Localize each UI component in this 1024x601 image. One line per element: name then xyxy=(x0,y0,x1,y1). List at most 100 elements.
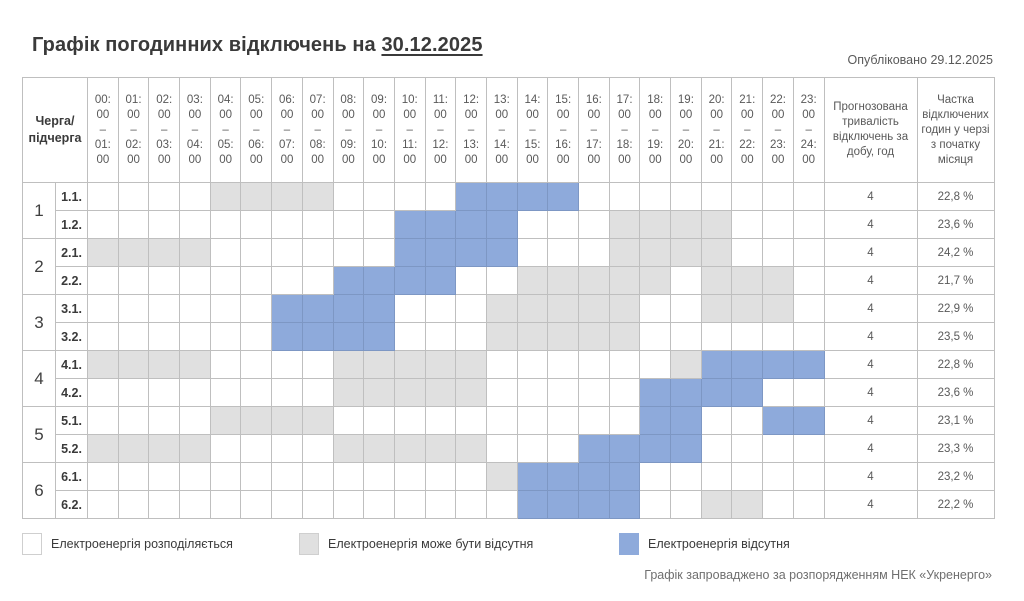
hour-cell-power-maybe-off xyxy=(363,378,395,407)
published-date: Опубліковано 29.12.2025 xyxy=(847,53,993,67)
hour-cell-power-maybe-off xyxy=(363,434,395,463)
hour-cell-power-on xyxy=(271,462,303,491)
table-row: 1.2. 4 23,6 % xyxy=(23,210,995,239)
hour-cell-power-maybe-off xyxy=(608,266,641,295)
hour-cell-power-off xyxy=(516,490,549,519)
hour-cell-power-off xyxy=(762,406,794,435)
hour-column-header: 20: 00 – 21: 00 xyxy=(700,77,733,183)
hour-cell-power-maybe-off xyxy=(731,294,764,323)
hour-cell-power-off xyxy=(639,406,672,435)
hour-cell-power-on xyxy=(209,434,242,463)
hour-cell-power-on xyxy=(117,210,150,239)
hour-cell-power-on xyxy=(240,490,273,519)
hour-dash: – xyxy=(498,123,505,136)
hour-column-header: 02: 00 – 03: 00 xyxy=(148,77,181,183)
hour-cell-power-on xyxy=(179,490,211,519)
title-date: 30.12.2025 xyxy=(381,34,483,56)
hour-cell-power-off xyxy=(455,182,487,211)
hour-cell-power-on xyxy=(455,406,487,435)
hour-cell-power-on xyxy=(117,462,150,491)
hour-to: 17: 00 xyxy=(585,138,602,166)
hour-cell-power-off xyxy=(332,294,365,323)
hour-cell-power-on xyxy=(516,350,549,379)
hour-cell-power-on xyxy=(209,210,242,239)
hour-from: 13: 00 xyxy=(493,93,510,121)
hour-cell-power-maybe-off xyxy=(670,210,702,239)
subqueue-label: 3.2. xyxy=(55,322,88,351)
hour-cell-power-on xyxy=(117,182,150,211)
hour-cell-power-on xyxy=(209,462,242,491)
hour-column-header: 21: 00 – 22: 00 xyxy=(731,77,764,183)
hour-cell-power-on xyxy=(424,462,457,491)
hour-cell-power-on xyxy=(301,238,334,267)
hour-cell-power-on xyxy=(332,182,365,211)
hour-cell-power-off xyxy=(578,462,610,491)
hour-cell-power-on xyxy=(363,490,395,519)
hour-cell-power-off xyxy=(578,434,610,463)
duration-value: 4 xyxy=(823,210,918,239)
hour-cell-power-maybe-off xyxy=(762,266,794,295)
hour-cell-power-maybe-off xyxy=(608,210,641,239)
subqueue-label: 4.1. xyxy=(55,350,88,379)
hour-cell-power-on xyxy=(792,434,825,463)
hour-cell-power-off xyxy=(485,182,518,211)
hour-cell-power-on xyxy=(485,406,518,435)
hour-cell-power-on xyxy=(117,322,150,351)
hour-cell-power-on xyxy=(792,210,825,239)
hour-cell-power-on xyxy=(87,266,119,295)
hour-cell-power-on xyxy=(87,182,119,211)
hour-cell-power-maybe-off xyxy=(117,350,150,379)
hour-cell-power-on xyxy=(485,378,518,407)
hour-cell-power-on xyxy=(363,238,395,267)
hour-cell-power-on xyxy=(485,490,518,519)
hour-cell-power-off xyxy=(578,490,610,519)
share-value: 22,2 % xyxy=(916,490,995,519)
hour-to: 15: 00 xyxy=(524,138,541,166)
hour-dash: – xyxy=(130,123,137,136)
hour-cell-power-on xyxy=(455,294,487,323)
hour-cell-power-on xyxy=(762,434,794,463)
hour-cell-power-on xyxy=(424,294,457,323)
hour-cell-power-on xyxy=(271,378,303,407)
table-row: 3.2. 4 23,5 % xyxy=(23,322,995,351)
hour-cell-power-off xyxy=(363,266,395,295)
hour-cell-power-maybe-off xyxy=(424,434,457,463)
hour-cell-power-on xyxy=(731,238,764,267)
page-title: Графік погодинних відключень на 30.12.20… xyxy=(32,34,483,57)
hour-to: 09: 00 xyxy=(340,138,357,166)
hour-cell-power-on xyxy=(578,406,610,435)
hour-cell-power-on xyxy=(240,210,273,239)
table-row: 6.2. 4 22,2 % xyxy=(23,490,995,519)
hour-cell-power-off xyxy=(516,182,549,211)
hour-cell-power-on xyxy=(455,322,487,351)
hour-cell-power-on xyxy=(792,294,825,323)
hour-dash: – xyxy=(253,123,260,136)
hour-column-header: 23: 00 – 24: 00 xyxy=(792,77,825,183)
hour-cell-power-on xyxy=(670,322,702,351)
subqueue-label: 5.1. xyxy=(55,406,88,435)
hour-cell-power-maybe-off xyxy=(179,434,211,463)
hour-from: 11: 00 xyxy=(432,93,448,121)
subqueue-label: 4.2. xyxy=(55,378,88,407)
hour-to: 10: 00 xyxy=(371,138,388,166)
hour-cell-power-on xyxy=(240,294,273,323)
hour-dash: – xyxy=(621,123,628,136)
hour-cell-power-maybe-off xyxy=(148,434,181,463)
hour-to: 19: 00 xyxy=(647,138,664,166)
hour-cell-power-off xyxy=(363,294,395,323)
hour-cell-power-on xyxy=(516,378,549,407)
subqueue-label: 1.1. xyxy=(55,182,88,211)
hour-cell-power-on xyxy=(393,294,426,323)
share-value: 23,6 % xyxy=(916,378,995,407)
hour-cell-power-off xyxy=(332,266,365,295)
footer-note: Графік запроваджено за розпорядженням НЕ… xyxy=(644,568,992,582)
queue-number: 1 xyxy=(22,182,56,239)
hour-dash: – xyxy=(375,123,383,136)
duration-value: 4 xyxy=(823,238,918,267)
hour-dash: – xyxy=(805,123,812,136)
hour-cell-power-on xyxy=(762,322,794,351)
hour-from: 08: 00 xyxy=(340,93,357,121)
hour-cell-power-on xyxy=(363,462,395,491)
hour-from: 21: 00 xyxy=(739,93,756,121)
hour-dash: – xyxy=(345,123,352,136)
